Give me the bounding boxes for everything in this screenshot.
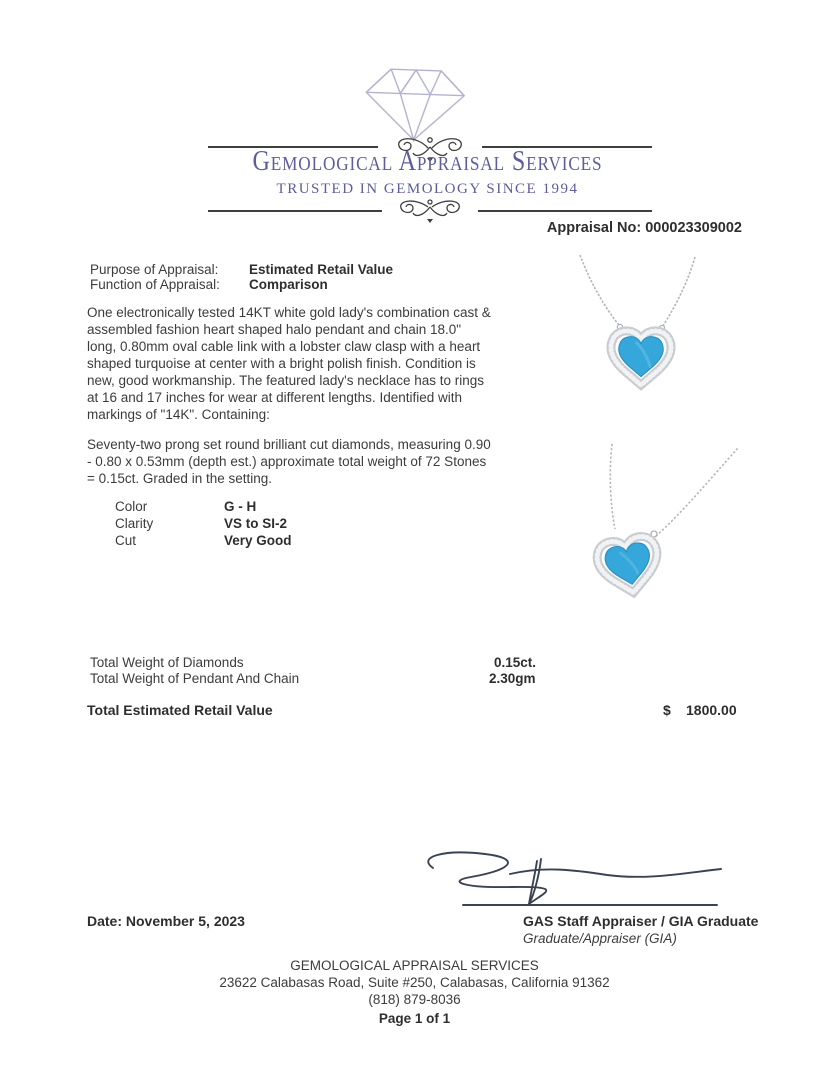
purpose-label: Purpose of Appraisal: [90,262,219,277]
signer-title: GAS Staff Appraiser / GIA Graduate [523,913,759,929]
scroll-flourish-icon [398,137,462,162]
cut-label: Cut [115,533,137,548]
header-divider-top [208,131,652,163]
footer-company: GEMOLOGICAL APPRAISAL SERVICES [290,958,539,973]
scroll-flourish-icon [400,199,460,223]
footer-page-number: Page 1 of 1 [378,1011,451,1026]
function-value: Comparison [249,277,328,292]
purpose-value: Estimated Retail Value [249,262,394,277]
clarity-label: Clarity [115,516,154,531]
divider-line [478,210,652,212]
divider-line [208,210,382,212]
footer-phone: (818) 879-8036 [368,992,461,1007]
signer-subtitle: Graduate/Appraiser (GIA) [523,931,677,946]
cut-value: Very Good [224,533,292,548]
weight-pendant-label: Total Weight of Pendant And Chain [90,671,300,686]
item-description: One electronically tested 14KT white gol… [87,305,491,422]
appraiser-signature [427,851,722,906]
color-value: G - H [224,499,257,514]
pendant-photo-front [579,254,696,391]
company-title: Gemological Appraisal Services [252,146,603,177]
header-divider-bottom [208,196,652,226]
appraisal-date: Date: November 5, 2023 [87,913,245,929]
weight-pendant-value: 2.30gm [489,671,536,686]
pendant-photo-angled [592,443,739,599]
function-label: Function of Appraisal: [90,277,220,292]
appraisal-number: Appraisal No: 000023309002 [546,220,742,236]
diamonds-description: Seventy-two prong set round brilliant cu… [87,437,491,486]
weight-diamonds-label: Total Weight of Diamonds [90,655,244,670]
retail-value-label: Total Estimated Retail Value [87,702,273,718]
clarity-value: VS to SI-2 [224,516,288,531]
divider-line [208,146,378,148]
currency-symbol: $ [663,702,671,718]
diamond-logo-icon [365,68,466,143]
company-tagline: TRUSTED IN GEMOLOGY SINCE 1994 [276,181,579,197]
footer-address: 23622 Calabasas Road, Suite #250, Calaba… [219,975,610,990]
divider-line [482,146,652,148]
color-label: Color [115,499,148,514]
weight-diamonds-value: 0.15ct. [494,655,537,670]
retail-value-amount: 1800.00 [686,702,737,718]
